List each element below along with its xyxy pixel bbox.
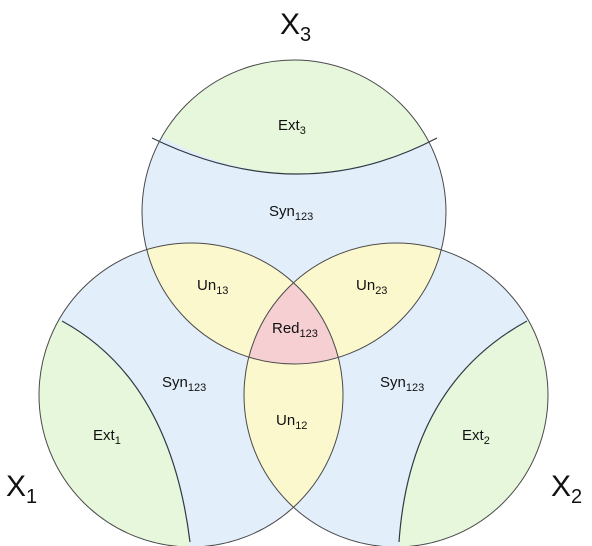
label-red123: Red123: [272, 320, 318, 340]
boundary-ext1: [61, 320, 191, 543]
circle-x1-outline: [38, 242, 344, 546]
label-ext1: Ext1: [93, 427, 121, 447]
set-label-x2: X2: [551, 470, 582, 508]
boundary-ext2: [398, 320, 528, 543]
boundary-ext3: [151, 137, 438, 175]
label-un12: Un12: [276, 412, 307, 432]
label-un13: Un13: [197, 277, 228, 297]
set-label-x1: X1: [6, 470, 37, 508]
set-label-x3: X3: [280, 8, 311, 46]
circle-x2-outline: [243, 242, 549, 546]
label-ext3: Ext3: [278, 117, 306, 137]
label-ext2: Ext2: [462, 427, 490, 447]
label-syn-top: Syn123: [269, 203, 313, 223]
label-syn-right: Syn123: [380, 374, 424, 394]
circle-x3-outline: [141, 59, 447, 365]
label-un23: Un23: [356, 277, 387, 297]
label-syn-left: Syn123: [162, 374, 206, 394]
